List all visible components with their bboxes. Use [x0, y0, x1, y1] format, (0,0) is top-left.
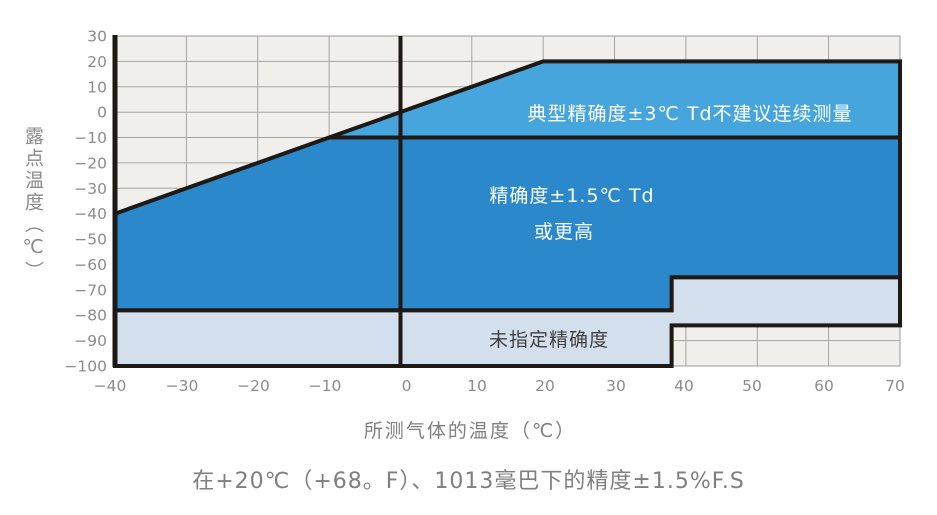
y-tick-label--70: −70: [74, 281, 107, 299]
y-tick-label-10: 10: [87, 78, 107, 96]
y-axis-title: 露点温度（℃）: [22, 126, 44, 283]
x-tick-label-0: 0: [402, 377, 412, 395]
y-tick-label--10: −10: [74, 129, 107, 147]
region-typical-accuracy: [328, 59, 902, 140]
region-label-high-accuracy-line2: 或更高: [534, 221, 594, 243]
y-tick-label--60: −60: [74, 256, 107, 274]
y-tick-label-20: 20: [87, 53, 107, 71]
x-axis-title: 所测气体的温度（℃）: [363, 420, 577, 442]
y-tick-label-0: 0: [97, 104, 107, 122]
x-tick-label-10: 10: [467, 377, 487, 395]
x-tick-label-40: 40: [674, 377, 694, 395]
x-tick-label--30: −30: [166, 377, 199, 395]
x-tick-label-50: 50: [742, 377, 762, 395]
y-tick-label--90: −90: [74, 332, 107, 350]
chart-caption: 在+20℃（+68。F）、1013毫巴下的精度±1.5%F.S: [192, 469, 745, 494]
region-label-high-accuracy-line1: 精确度±1.5℃ Td: [489, 185, 654, 207]
chart-canvas: 典型精确度±3℃ Td不建议连续测量 精确度±1.5℃ Td 或更高 未指定精确…: [64, 28, 905, 396]
x-tick-label-70: 70: [885, 377, 905, 395]
y-tick-label--50: −50: [74, 231, 107, 249]
y-tick-label--40: −40: [74, 205, 107, 223]
x-tick-label--40: −40: [94, 377, 127, 395]
region-label-unspecified-accuracy: 未指定精确度: [489, 329, 609, 351]
y-tick-label--20: −20: [74, 154, 107, 172]
x-tick-label--20: −20: [237, 377, 270, 395]
y-tick-label--80: −80: [74, 307, 107, 325]
y-tick-label--100: −100: [64, 358, 107, 376]
y-tick-label-30: 30: [87, 28, 107, 46]
x-tick-label-20: 20: [535, 377, 555, 395]
x-tick-label-60: 60: [814, 377, 834, 395]
x-tick-label-30: 30: [606, 377, 626, 395]
y-tick-label--30: −30: [74, 180, 107, 198]
region-label-typical-accuracy: 典型精确度±3℃ Td不建议连续测量: [527, 103, 852, 125]
x-tick-label--10: −10: [309, 377, 342, 395]
